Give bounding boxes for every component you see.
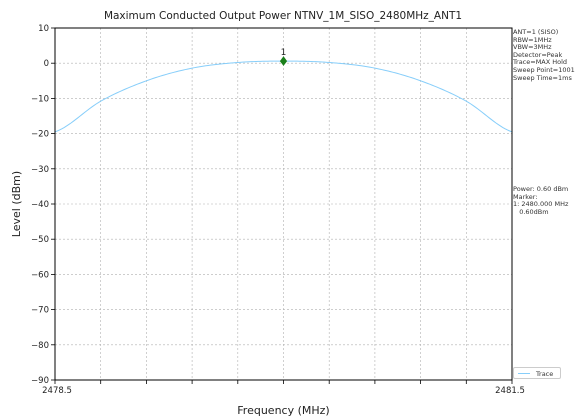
y-tick-label: −10 [31, 94, 49, 104]
legend: Trace [513, 367, 561, 379]
y-tick-label: −60 [31, 270, 49, 280]
y-axis-label: Level (dBm) [10, 171, 23, 237]
y-tick-label: 0 [44, 59, 49, 69]
settings-line: Trace=MAX Hold [513, 58, 568, 67]
marker-layer: 1 [279, 48, 288, 66]
x-axis-label: Frequency (MHz) [237, 404, 329, 417]
y-tick-label: −40 [31, 200, 49, 210]
ticks-layer: 2478.5 2481.5 10 0 −10 −20 −30 −40 −50 −60 −70 −80 −… [31, 24, 525, 396]
result-panel: Power: 0.60 dBm Marker: 1: 2480.000 MHz … [513, 186, 582, 216]
settings-panel: ANT=1 (SISO) RBW=1MHz VBW=3MHz Detector=… [513, 29, 582, 82]
y-tick-label: −20 [31, 130, 49, 140]
settings-line: VBW=3MHz [513, 43, 552, 52]
result-line: Power: 0.60 dBm [513, 186, 569, 193]
result-line: 0.60dBm [513, 207, 549, 216]
settings-line: Sweep Time=1ms [513, 73, 572, 82]
result-line: Marker: [513, 192, 538, 201]
y-tick-label: −70 [31, 306, 49, 316]
result-line: 1: 2480.000 MHz [513, 200, 569, 209]
y-tick-label: −30 [31, 165, 49, 175]
y-tick-label: −50 [31, 235, 49, 245]
x-tick-label: 2478.5 [42, 386, 72, 396]
x-tick-label: 2481.5 [495, 386, 525, 396]
y-tick-label: −90 [31, 376, 49, 386]
chart-title: Maximum Conducted Output Power NTNV_1M_S… [104, 10, 462, 22]
settings-line: ANT=1 (SISO) [513, 29, 559, 36]
legend-label: Trace [536, 370, 554, 378]
marker-label: 1 [281, 48, 287, 58]
legend-swatch [518, 373, 530, 374]
grid [55, 28, 512, 380]
settings-line: Detector=Peak [513, 50, 563, 59]
marker-point [279, 56, 288, 66]
y-tick-label: 10 [38, 24, 49, 34]
settings-line: RBW=1MHz [513, 35, 552, 44]
y-tick-label: −80 [31, 341, 49, 351]
settings-line: Sweep Point=1001 [513, 65, 575, 74]
